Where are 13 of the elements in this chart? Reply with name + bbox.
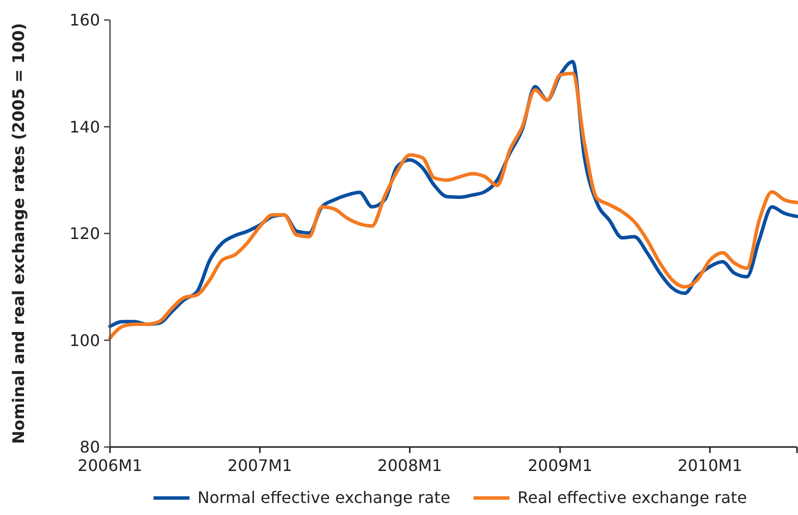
x-tick-label: 2009M1 xyxy=(528,456,592,475)
y-tick-label: 160 xyxy=(69,10,100,30)
y-tick-label: 100 xyxy=(69,330,100,350)
y-tick-label: 80 xyxy=(80,438,100,457)
y-tick-label: 140 xyxy=(69,117,100,136)
legend-label: Normal effective exchange rate xyxy=(198,488,450,507)
y-tick-label: 120 xyxy=(69,224,100,244)
y-axis-title: Nominal and real exchange rates (2005 = 100) xyxy=(9,22,28,444)
x-tick-label: 2006M1 xyxy=(78,456,142,475)
x-tick-label: 2010M1 xyxy=(678,456,742,475)
legend-label: Real effective exchange rate xyxy=(518,488,747,507)
x-tick-label: 2007M1 xyxy=(228,456,292,475)
x-tick-label: 2008M1 xyxy=(377,456,442,475)
